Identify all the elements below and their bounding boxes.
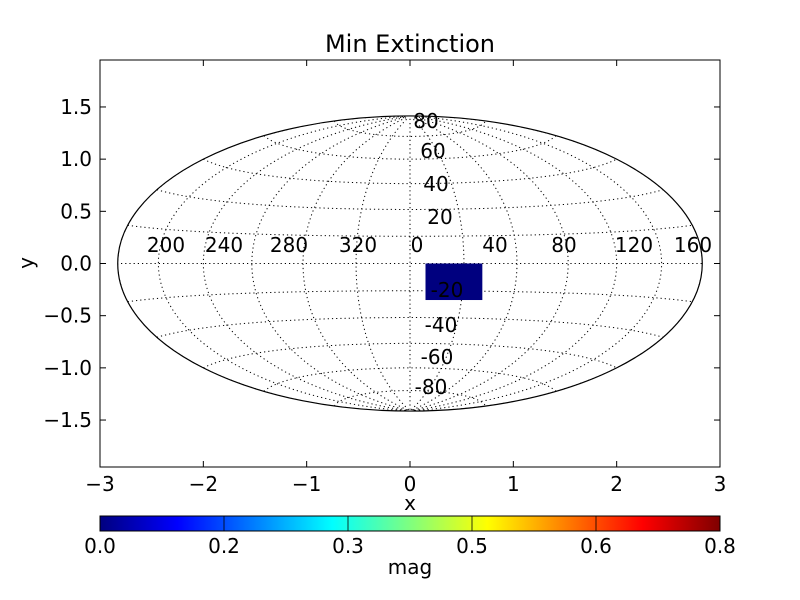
graticule-labels: 200 240 280 320 0 40 80 120 160 80 60 40 20 -20 -40 -60… [147,109,712,399]
meridian-line [413,116,569,411]
latitude-label: 40 [423,172,448,196]
longitude-label: 80 [551,233,576,257]
latitude-label: 60 [420,139,445,163]
longitude-label: 280 [270,233,308,257]
y-axis-label: y [14,257,38,269]
latitude-label: 80 [413,109,438,133]
meridian-line [412,116,518,411]
colorbar-tick-label: 0.0 [84,534,116,558]
colorbar-tick-label: 0.5 [456,534,488,558]
latitude-label: 20 [427,205,452,229]
x-tick-label: −3 [85,472,114,496]
parallel-line [127,290,693,303]
latitude-label: -80 [415,375,448,399]
chart-title: Min Extinction [325,30,495,58]
y-tick-label: 1.0 [60,147,92,171]
parallel-line [203,158,617,185]
longitude-label: 40 [482,233,507,257]
longitude-label: 240 [205,233,243,257]
colorbar-tick-label: 0.3 [332,534,364,558]
parallel-line [156,317,664,338]
colorbar-tick-label: 0.6 [580,534,612,558]
x-tick-label: 2 [610,472,623,496]
region-patch [425,263,483,301]
colorbar-gradient [99,515,721,532]
colorbar-ticks: 0.0 0.2 0.3 0.5 0.6 0.8 [84,516,736,558]
longitude-label: 0 [411,233,424,257]
parallel-line [203,342,617,369]
x-tick-label: −1 [292,472,321,496]
longitude-label: 160 [674,233,712,257]
y-tick-label: −1.5 [43,408,92,432]
x-tick-label: 1 [507,472,520,496]
longitude-label: 120 [615,233,653,257]
x-axis-label: x [404,491,416,515]
parallel-line [127,224,693,237]
x-tick-label: 0 [404,472,417,496]
latitude-label: -20 [431,278,464,302]
meridian-line [251,116,407,411]
colorbar-tick-label: 0.8 [704,534,736,558]
y-tick-label: 0.5 [60,199,92,223]
y-tick-label: −1.0 [43,356,92,380]
meridian-line [302,116,408,411]
colorbar: 0.0 0.2 0.3 0.5 0.6 0.8 [84,515,736,558]
y-tick-label: −0.5 [43,304,92,328]
latitude-label: -40 [425,313,458,337]
colorbar-label: mag [388,555,432,579]
x-tick-label: −2 [189,472,218,496]
colorbar-tick-label: 0.2 [208,534,240,558]
y-tick-label: 1.5 [60,95,92,119]
projection-boundary [117,115,703,412]
latitude-label: -60 [421,345,454,369]
y-axis: 1.5 1.0 0.5 0.0 −0.5 −1.0 −1.5 [43,95,720,432]
meridian-line [202,116,406,411]
longitude-label: 200 [147,233,185,257]
longitude-label: 320 [339,233,377,257]
extinction-region [425,263,483,301]
x-tick-label: 3 [714,472,727,496]
y-tick-label: 0.0 [60,252,92,276]
parallel-line [156,189,664,210]
x-axis: −3 −2 −1 0 1 2 3 [85,60,726,496]
